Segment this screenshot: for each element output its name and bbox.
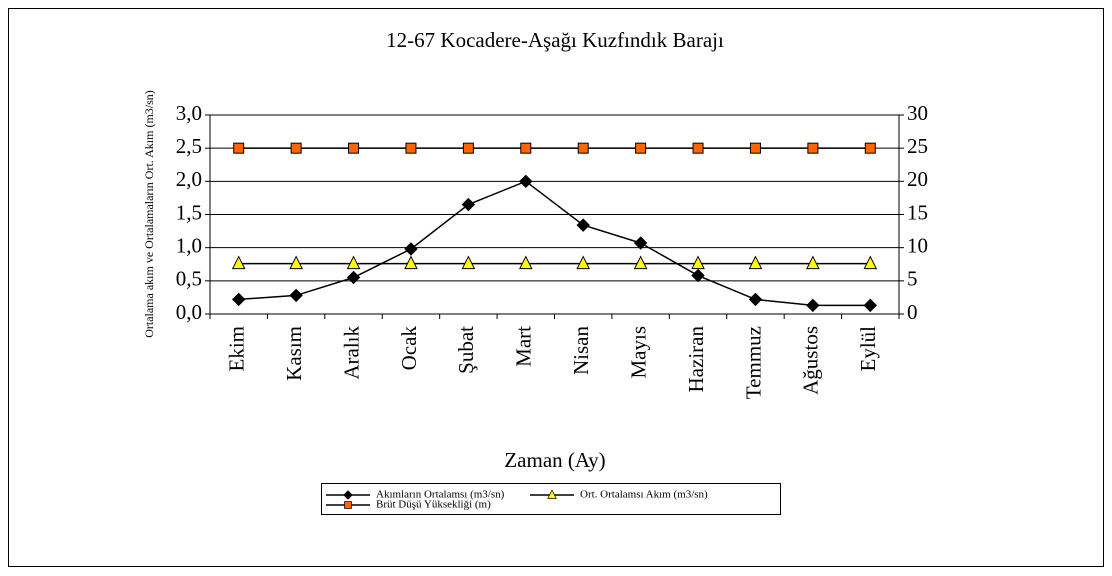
data-point: [519, 174, 533, 189]
data-point: [518, 255, 533, 270]
chart-title: 12-67 Kocadere-Aşağı Kuzfındık Barajı: [386, 28, 724, 52]
y2-tick-label: 5: [907, 267, 918, 291]
data-point: [577, 142, 589, 154]
data-point: [692, 142, 704, 154]
data-point: [576, 255, 591, 270]
y2-tick-label: 10: [907, 233, 928, 257]
data-point: [635, 142, 647, 154]
data-point: [806, 298, 820, 313]
x-tick-label: Şubat: [454, 326, 478, 374]
y2-tick-label: 30: [907, 101, 928, 125]
legend-marker: [547, 489, 557, 499]
legend-label: Brüt Düşü Yüksekliği (m): [376, 499, 491, 511]
legend-marker: [344, 501, 352, 509]
data-point: [633, 255, 648, 270]
data-point: [633, 236, 648, 250]
y-tick-label: 1,5: [176, 200, 202, 224]
data-point: [807, 142, 819, 154]
legend-marker: [343, 490, 353, 500]
data-point: [749, 142, 761, 154]
y-tick-label: 0,0: [176, 300, 202, 324]
x-tick-label: Kasım: [282, 326, 306, 381]
y-tick-label: 2,0: [176, 167, 202, 191]
y-tick-label: 0,5: [176, 267, 202, 291]
legend-label: Akımların Ortalamsı (m3/sn): [376, 489, 505, 501]
data-point: [290, 142, 302, 154]
data-point: [346, 270, 361, 285]
x-tick-label: Mart: [512, 326, 536, 367]
data-point: [233, 142, 245, 154]
data-point: [863, 298, 877, 313]
y2-tick-label: 25: [907, 134, 928, 158]
data-point: [461, 197, 476, 212]
legend: [321, 483, 781, 515]
data-point: [405, 142, 417, 154]
x-tick-label: Haziran: [684, 326, 708, 393]
data-point: [231, 255, 246, 270]
data-point: [863, 255, 878, 270]
data-point: [748, 292, 763, 307]
data-point: [806, 255, 820, 270]
x-tick-label: Eylül: [856, 326, 880, 372]
y-tick-label: 3,0: [176, 101, 202, 125]
data-point: [864, 142, 876, 154]
x-tick-label: Ağustos: [799, 326, 823, 395]
chart-border: [8, 8, 1104, 567]
data-point: [232, 292, 246, 307]
x-tick-label: Ekim: [225, 326, 249, 372]
x-tick-label: Aralık: [339, 326, 363, 380]
data-point: [289, 288, 303, 303]
data-point: [348, 142, 360, 154]
data-point: [691, 268, 705, 283]
data-point: [691, 255, 705, 270]
x-tick-label: Temmuz: [741, 326, 765, 399]
y2-tick-label: 20: [907, 167, 928, 191]
y2-tick-label: 0: [907, 300, 918, 324]
data-point: [346, 255, 361, 270]
x-tick-label: Nisan: [569, 326, 593, 375]
x-tick-label: Mayıs: [626, 326, 650, 379]
data-point: [748, 255, 763, 270]
y-axis-label: Ortalama akım ve Ortalamaların Ort. Akım…: [142, 90, 156, 338]
legend-label: Ort. Ortalamsı Akım (m3/sn): [580, 489, 708, 501]
data-point: [461, 255, 476, 270]
data-point: [404, 242, 418, 256]
data-point: [576, 218, 590, 232]
y-tick-label: 1,0: [176, 233, 202, 257]
data-point: [462, 142, 474, 154]
y2-tick-label: 15: [907, 200, 928, 224]
x-tick-label: Ocak: [397, 326, 421, 371]
series-line: [238, 180, 871, 307]
x-axis-label: Zaman (Ay): [504, 448, 605, 472]
y-tick-label: 2,5: [176, 134, 202, 158]
data-point: [289, 255, 303, 270]
data-point: [404, 255, 418, 270]
data-point: [520, 142, 532, 154]
